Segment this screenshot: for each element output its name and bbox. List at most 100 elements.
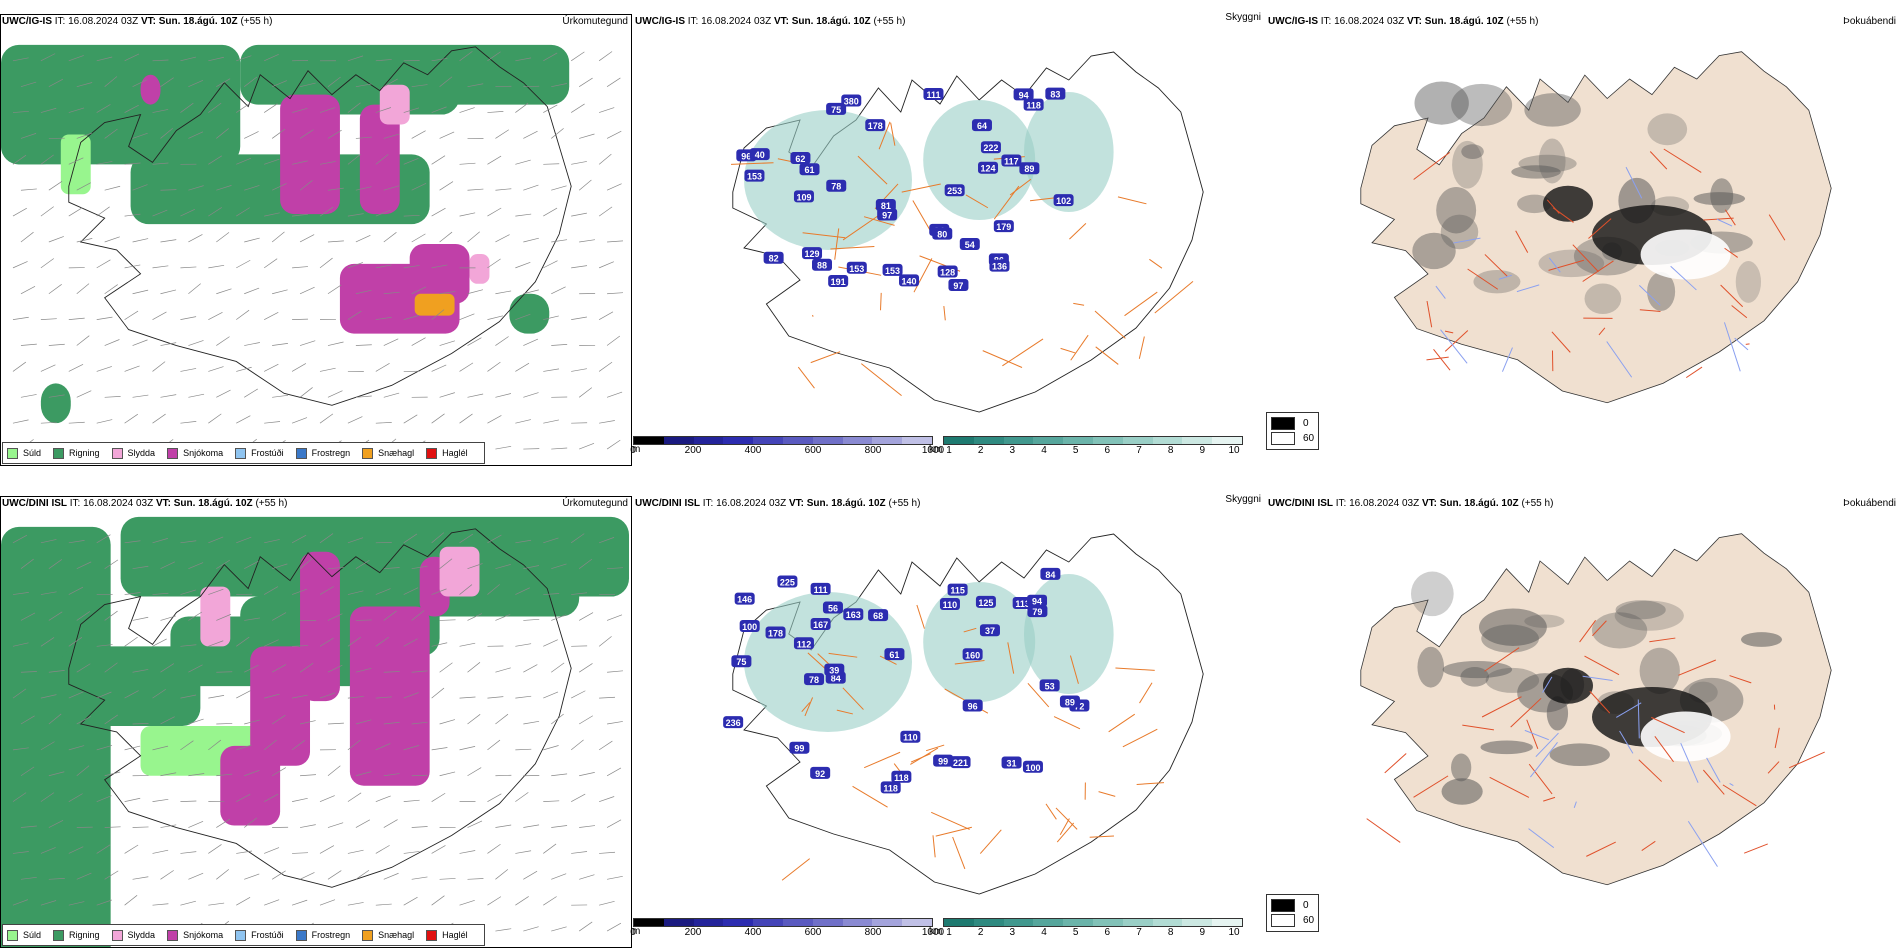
wind-barb	[375, 422, 392, 424]
legend-item: Haglél	[426, 929, 468, 941]
fog-shading	[1479, 608, 1547, 646]
fog-shading	[1740, 632, 1783, 647]
fog-shading	[1615, 600, 1666, 620]
wind-barb	[40, 258, 54, 269]
wind-barb	[355, 667, 372, 673]
ceiling-value: 160	[965, 650, 980, 660]
wind-barb	[411, 286, 427, 295]
road	[828, 652, 858, 658]
wind-barb	[403, 851, 420, 854]
fog-shading	[1549, 743, 1610, 767]
wind-barb	[188, 718, 204, 725]
wind-barb	[264, 693, 280, 699]
wind-barb	[495, 614, 511, 621]
wind-barb	[180, 266, 197, 269]
road	[1053, 716, 1081, 730]
road	[913, 258, 933, 293]
wind-barb	[68, 793, 83, 802]
wind-barb	[263, 103, 278, 113]
sleet-area	[379, 84, 410, 125]
wind-barb	[124, 592, 141, 595]
snow-area	[409, 243, 470, 304]
wind-barb	[439, 662, 453, 673]
sleet-area	[469, 253, 490, 284]
ceiling-patch	[884, 648, 905, 661]
river	[1453, 237, 1481, 244]
ceiling-patch	[812, 258, 833, 271]
ceiling-patch	[962, 648, 983, 661]
wind-barb	[20, 81, 37, 88]
wind-barb	[180, 421, 197, 424]
ceiling-value: 75	[736, 657, 746, 667]
fog-shading	[1460, 666, 1490, 687]
snow-area	[349, 606, 430, 786]
wind-barb	[319, 637, 334, 647]
wind-barb	[132, 826, 149, 828]
ceiling-value: 64	[977, 121, 987, 131]
wind-barb	[495, 188, 512, 191]
legend-item: Snjókoma	[167, 447, 223, 459]
wind-barb	[48, 713, 62, 725]
road	[1548, 259, 1585, 271]
wind-barb	[347, 310, 362, 320]
wind-barb	[487, 51, 501, 62]
wind-barb	[495, 869, 509, 880]
wind-barb	[319, 845, 335, 854]
wind-barb	[319, 795, 335, 802]
road	[1095, 346, 1119, 365]
ceiling-patch	[826, 179, 847, 192]
wind-barb	[467, 613, 483, 621]
wind-barb	[20, 558, 34, 569]
wind-barb	[271, 231, 285, 243]
ceiling-patch	[744, 169, 765, 182]
wind-barb	[152, 109, 169, 113]
wind-barb	[40, 53, 56, 62]
road	[1703, 217, 1734, 221]
wind-barb	[606, 335, 621, 346]
road	[1098, 791, 1116, 797]
wind-barb	[124, 162, 141, 165]
wind-barb	[208, 264, 225, 269]
fog-legend-item: 0	[1271, 416, 1314, 431]
road	[1654, 736, 1674, 763]
fog-map	[1266, 512, 1900, 912]
panel-title: Skyggni	[1225, 494, 1261, 505]
wind-barb	[208, 413, 222, 424]
colorbar-tick: 3	[1009, 927, 1016, 938]
wind-barb	[439, 181, 454, 191]
wind-barb	[515, 419, 531, 424]
legend-label: Haglél	[442, 930, 468, 940]
ceiling-patch	[824, 663, 845, 676]
ceiling-value: 61	[805, 165, 815, 175]
colorbar-tick: 1	[946, 445, 952, 456]
wind-barb	[48, 343, 65, 346]
wind-barb	[459, 212, 476, 217]
wind-barb	[551, 926, 567, 932]
wind-barb	[439, 131, 455, 139]
colorbar-tick: 200	[684, 445, 702, 456]
ceiling-value: 97	[882, 210, 892, 220]
wind-barb	[292, 645, 309, 647]
ceiling-patch	[810, 617, 831, 630]
river	[1687, 820, 1718, 867]
wind-barb	[578, 387, 593, 398]
wind-barb	[299, 558, 313, 569]
fog-shading	[1412, 232, 1456, 270]
ceiling-patch	[731, 655, 752, 668]
wind-barb	[495, 393, 511, 398]
ceiling-patch	[810, 582, 831, 595]
wind-barb	[152, 745, 169, 751]
wind-barb	[523, 237, 539, 243]
road	[930, 811, 970, 830]
wind-barb	[355, 136, 372, 139]
wind-barb	[20, 394, 37, 398]
colorbar-tick: 7	[1136, 927, 1142, 938]
hail-area	[414, 293, 455, 316]
wind-barb	[403, 315, 420, 320]
wind-barb	[327, 567, 344, 570]
wind-barb	[216, 336, 230, 346]
wind-barb	[327, 664, 343, 673]
wind-barb	[292, 266, 309, 269]
ceiling-patch	[1001, 154, 1022, 167]
wind-barb	[375, 795, 391, 802]
